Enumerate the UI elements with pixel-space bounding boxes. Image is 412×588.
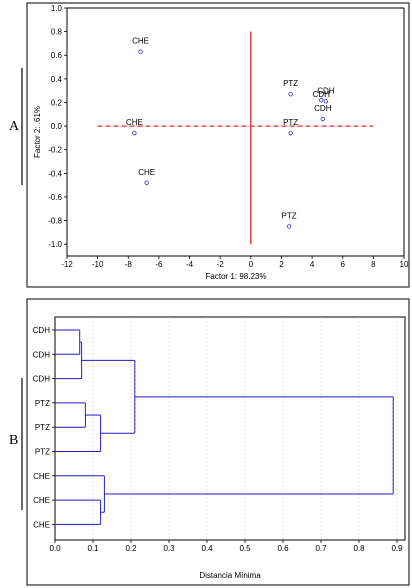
leaf-label: CHE (33, 472, 50, 481)
point-label: PTZ (283, 79, 298, 88)
leaf-label: PTZ (35, 399, 50, 408)
leaf-label: CDH (33, 375, 51, 384)
panel-b-label: B (9, 433, 18, 448)
scatter-point (319, 97, 324, 103)
y-axis-label: Factor 2: .61% (33, 106, 42, 158)
point-label: PTZ (282, 211, 297, 220)
point-label: CHE (126, 118, 143, 127)
dendrogram-leaf-labels: CDH CDH CDH PTZ PTZ PTZ CHE CHE CHE (33, 326, 55, 529)
panel-b-border (26, 298, 410, 586)
x-tick-label: -6 (155, 260, 163, 269)
scatter-plot-area (66, 7, 405, 257)
reference-lines (97, 31, 374, 245)
x-tick-label: 0 (249, 260, 254, 269)
x-tick-label: 0.8 (353, 544, 365, 553)
point-label: CHE (138, 168, 155, 177)
y-tick-label: -1.0 (48, 240, 62, 249)
y-tick-label: 1.0 (51, 4, 63, 13)
panel-a-border (26, 2, 410, 288)
dendrogram-x-axis-label: Distancia Mínima (199, 571, 261, 580)
leaf-label: CDH (33, 350, 51, 359)
x-tick-label: -4 (186, 260, 194, 269)
y-tick-label: 0.2 (51, 98, 63, 107)
dendrogram-branches (55, 329, 394, 525)
point-label: CDH (317, 86, 335, 95)
leaf-label: CHE (33, 496, 50, 505)
point-label: PTZ (283, 118, 298, 127)
x-tick-label: 6 (341, 260, 346, 269)
x-tick-label: 0.0 (49, 544, 61, 553)
y-tick-label: 0.4 (51, 75, 63, 84)
x-tick-label: 0.9 (391, 544, 403, 553)
dendrogram-panel: B 0.0 0.1 0.2 0.3 0.4 0.5 0.6 0.7 0.8 0.9 CDHCDHC… (9, 298, 410, 586)
point-label: CHE (132, 37, 149, 46)
scatter-point (144, 180, 149, 185)
x-tick-label: -10 (92, 260, 104, 269)
x-axis-label: Factor 1: 98.23% (206, 272, 267, 281)
x-tick-label: 0.6 (277, 544, 289, 553)
scatter-panel: A -12 -10 -8 -6 -4 -2 0 2 4 6 8 10 1.0 0.8 0.6 0.4 0.2 0.… (9, 2, 410, 288)
x-tick-label: -8 (125, 260, 133, 269)
scatter-point (286, 224, 292, 229)
y-tick-label: 0.6 (51, 51, 63, 60)
scatter-point (288, 130, 293, 136)
leaf-label: PTZ (35, 448, 50, 457)
x-tick-label: 2 (279, 260, 284, 269)
x-tick-label: 0.3 (163, 544, 175, 553)
x-tick-label: 0.2 (125, 544, 137, 553)
x-tick-label: -2 (217, 260, 225, 269)
x-tick-label: 4 (310, 260, 315, 269)
y-tick-label: -0.8 (48, 217, 62, 226)
leaf-label: PTZ (35, 423, 50, 432)
x-tick-label: 10 (400, 260, 409, 269)
scatter-axis-ticks: -12 -10 -8 -6 -4 -2 0 2 4 6 8 10 1.0 0.8 0.6 0.4 0.2 0.0 -… (48, 4, 409, 269)
scatter-point (138, 49, 143, 54)
y-tick-label: -0.4 (48, 169, 62, 178)
x-tick-label: 0.5 (239, 544, 251, 553)
y-tick-label: 0.0 (51, 122, 63, 131)
point-label: CDH (313, 90, 331, 99)
panel-a-label: A (9, 119, 20, 134)
x-tick-label: 0.7 (315, 544, 327, 553)
scatter-point (323, 99, 329, 104)
scatter-point (288, 92, 293, 97)
leaf-label: CHE (33, 520, 50, 529)
point-label: CDH (314, 104, 332, 113)
dendrogram-axis-ticks: 0.0 0.1 0.2 0.3 0.4 0.5 0.6 0.7 0.8 0.9 (49, 540, 403, 553)
leaf-label: CDH (33, 326, 51, 335)
scatter-point (132, 130, 137, 136)
x-tick-label: 0.1 (87, 544, 99, 553)
dendrogram-plot-area (54, 316, 406, 541)
y-tick-label: -0.2 (48, 146, 62, 155)
y-tick-label: -0.6 (48, 193, 62, 202)
y-tick-label: 0.8 (51, 28, 63, 37)
scatter-point (320, 116, 326, 122)
dendrogram-grid (92, 317, 398, 540)
x-tick-label: 8 (371, 260, 376, 269)
x-tick-label: -12 (61, 260, 73, 269)
x-tick-label: 0.4 (201, 544, 213, 553)
